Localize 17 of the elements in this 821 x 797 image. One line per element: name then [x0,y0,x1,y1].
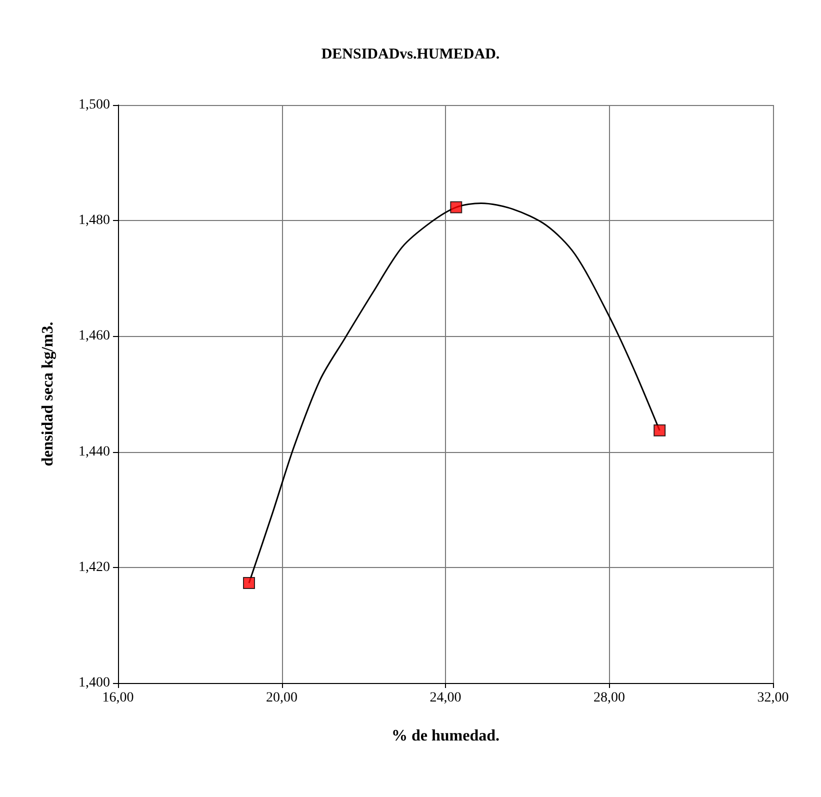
y-tick-label: 1,440 [78,444,110,460]
y-tick-label: 1,460 [78,328,110,344]
x-tick-label: 20,00 [266,690,298,706]
x-tick-label: 24,00 [430,690,462,706]
point [450,201,462,214]
y-tick-label: 1,500 [78,98,110,112]
y-tick-label: 1,400 [78,676,110,690]
x-tick-label: 28,00 [594,690,625,706]
point [243,577,255,590]
chart-title: DENSIDADvs.HUMEDAD. [321,46,500,62]
x-axis-title: % de humedad. [391,728,500,744]
x-tick-label: 32,00 [757,690,789,706]
y-tick-label: 1,420 [78,560,110,575]
y-tick-label: 1,480 [78,213,110,228]
x-tick-label: 16,00 [102,690,134,706]
y-axis-title: densidad seca kg/m3. [40,322,56,466]
point [654,424,666,436]
